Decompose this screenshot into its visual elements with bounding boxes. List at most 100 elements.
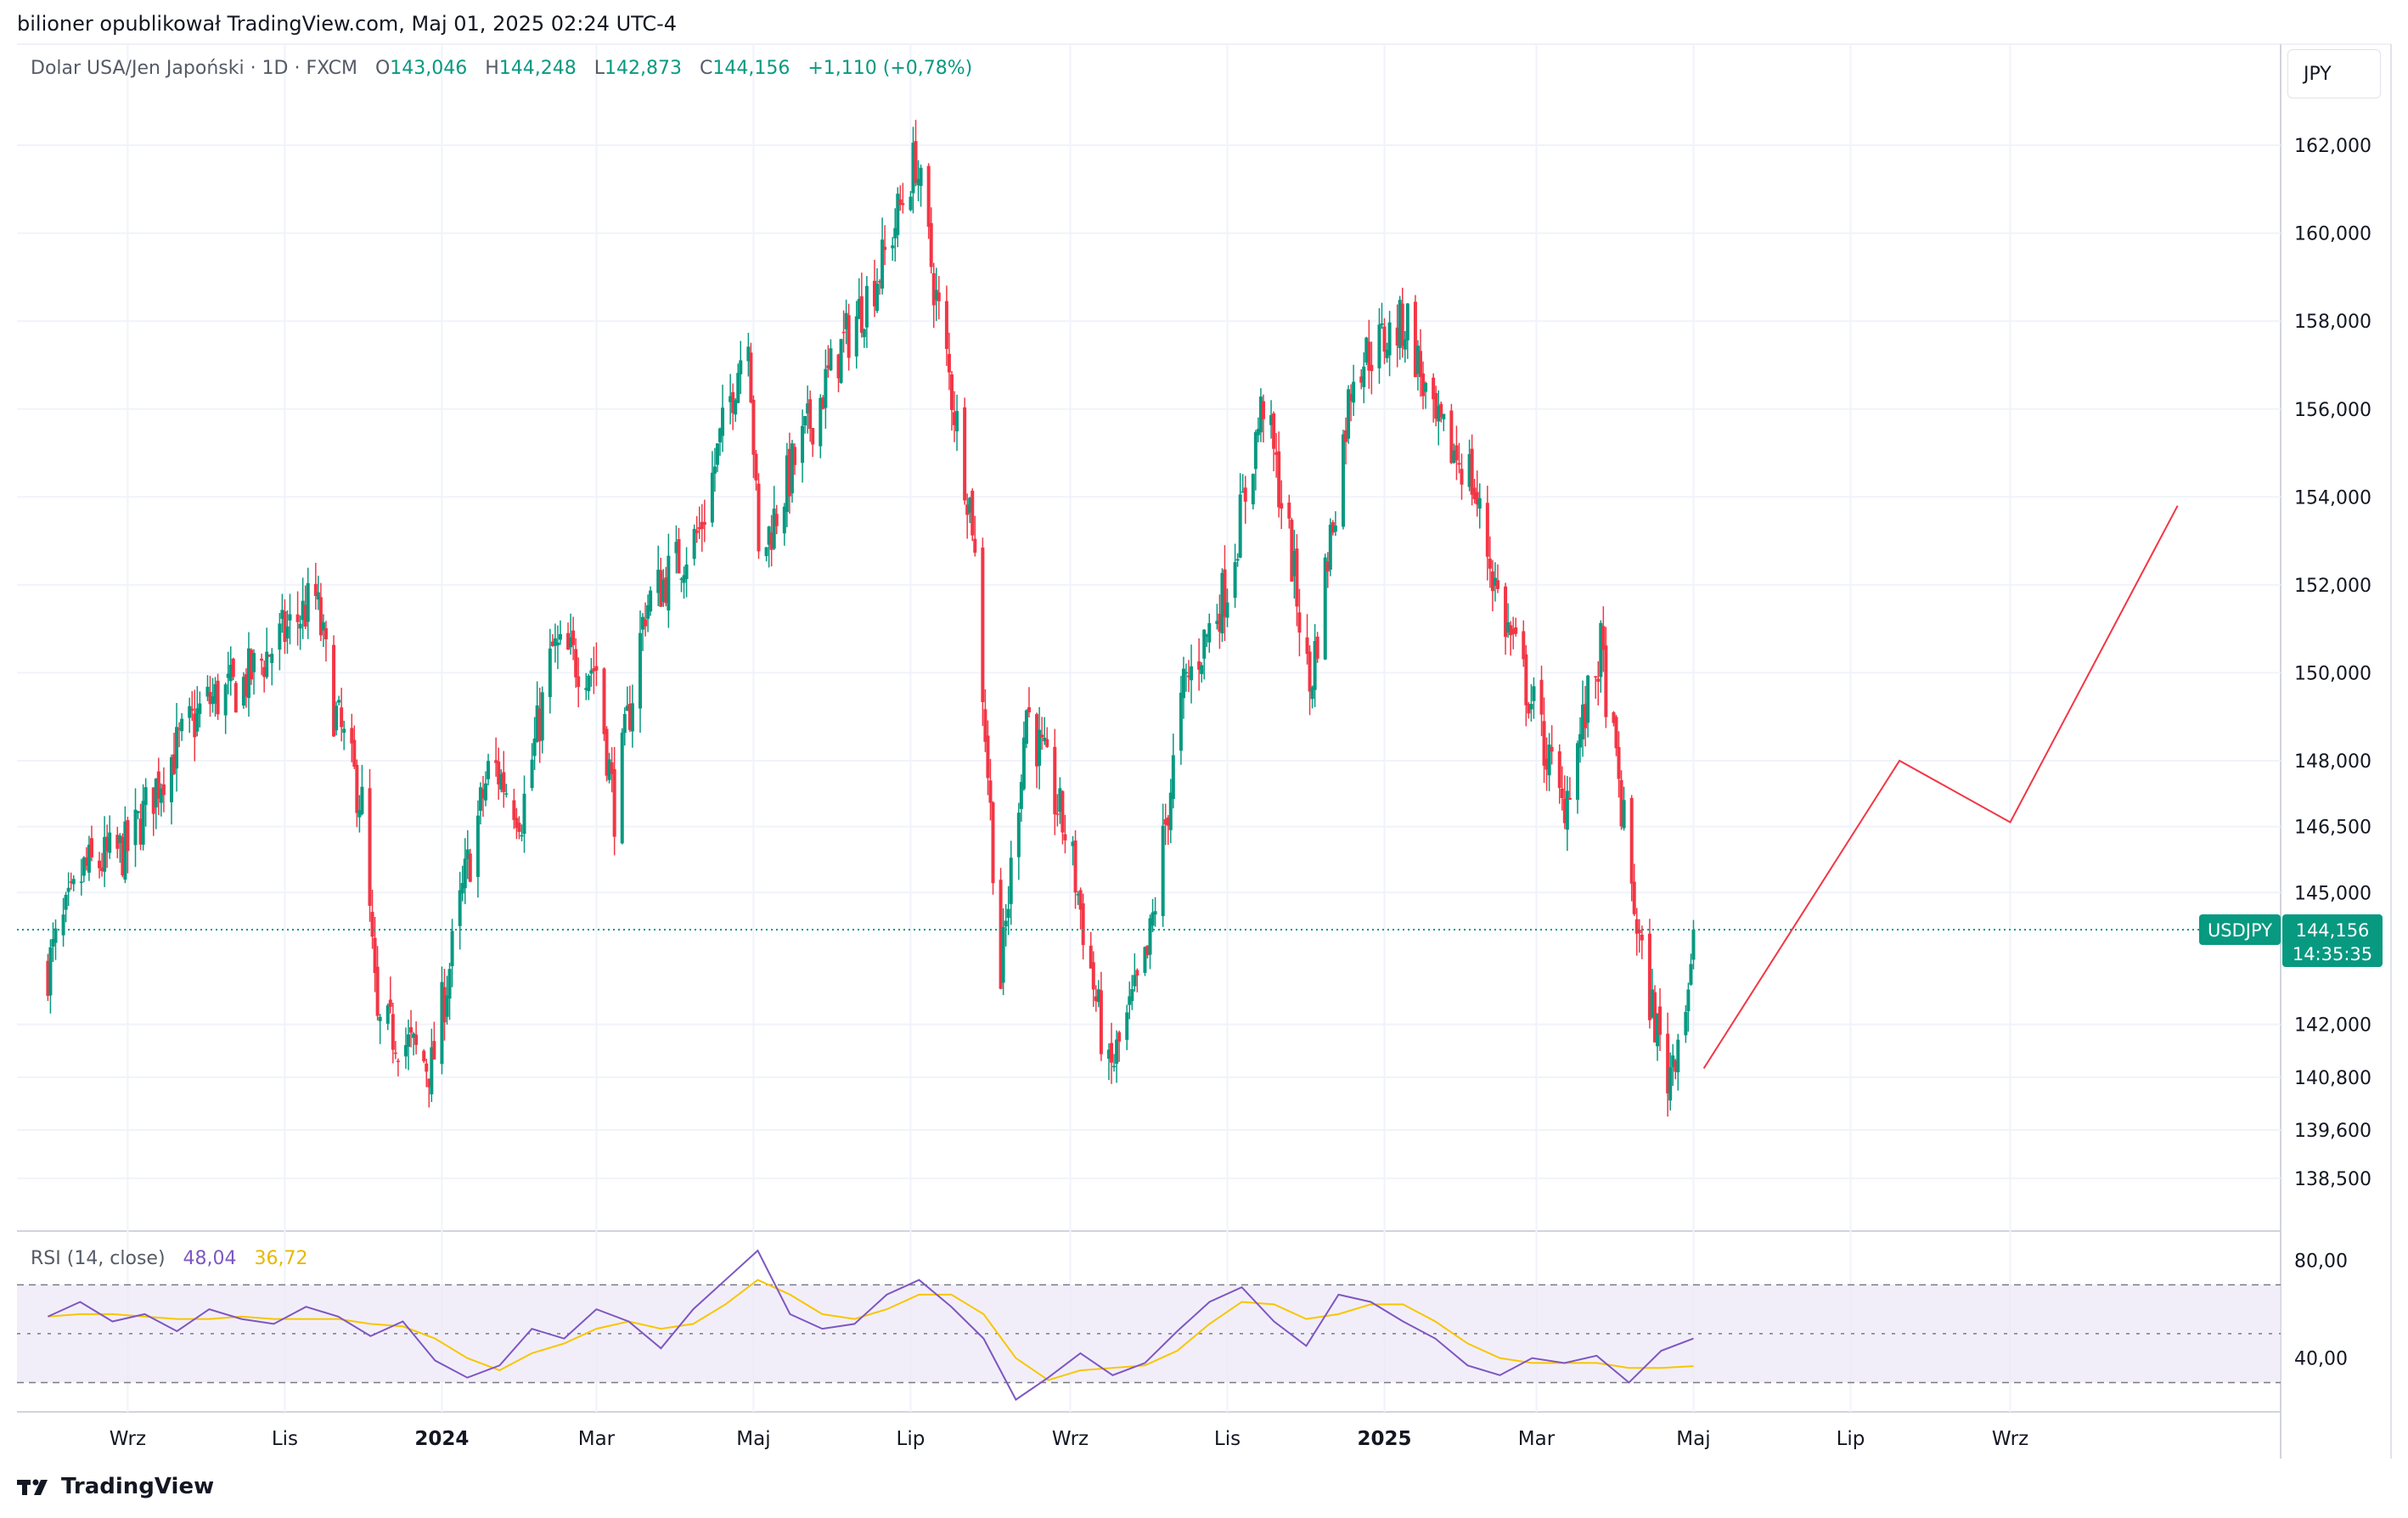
candle-body [875,284,880,312]
candle-body [502,772,506,793]
candle-body [1078,890,1083,910]
candle-body [53,928,58,943]
candle-body [370,912,374,937]
candle-body [241,677,245,706]
candle-body [1112,1065,1117,1068]
candle-body [620,732,624,844]
candle-body [880,239,885,289]
candle-body [986,735,990,779]
candle-body [859,296,864,333]
candle-body [1058,788,1062,812]
candle-body [1637,930,1641,934]
candle-body [1153,911,1157,915]
price-tick-label: 150,000 [2294,663,2371,684]
candle-body [532,738,537,756]
candle-body [463,858,467,889]
candle-body [1063,834,1067,841]
candle-body [205,686,210,697]
candle-body [1477,498,1482,509]
candle-body [233,683,238,713]
candle-body [440,981,444,1065]
candle-body [1331,522,1335,533]
candle-body [385,1005,390,1024]
candle-body [700,521,704,530]
candle-body [953,412,957,425]
candle-body [244,674,248,697]
candle-body [602,668,606,734]
candle-body [1385,349,1389,358]
candle-body [916,178,920,186]
candle-body [811,428,815,445]
candle-body [1400,303,1404,346]
candle-body [610,762,614,774]
candle-body [749,352,753,402]
candle-body [584,688,588,690]
candle-body [896,194,900,235]
candle-body [1449,410,1454,464]
candle-body [48,947,53,996]
candle-body [1656,1013,1660,1047]
candle-body [1184,672,1188,674]
candle-body [1418,351,1422,378]
candle-body [1432,377,1436,400]
candle-body [1349,393,1353,402]
candle-body [324,627,328,639]
symbol-description[interactable]: Dolar USA/Jen Japoński · 1D · FXCM [31,58,357,79]
candle-body [1380,323,1384,325]
candle-body [1377,324,1381,368]
candle-body [175,727,179,769]
axes: 162,000 160,000 158,000 156,000 154,000 152,0… [110,136,2371,1450]
candle-body [79,881,83,883]
candle-body [188,706,192,718]
candle-body [262,666,267,677]
candle-body [677,539,681,574]
time-tick-label: Maj [1676,1428,1710,1450]
candle-body [1599,622,1603,677]
candle-body [1367,341,1371,371]
candle-body [1130,989,1134,1002]
candle-body [1671,1055,1675,1067]
candle-body [715,443,719,465]
candle-body [1166,817,1170,826]
candle-body [702,521,706,526]
candle-body [767,526,771,545]
candle-body [1421,373,1426,396]
footer-brand[interactable]: TradingView [17,1474,214,1499]
candle-body [1258,396,1263,433]
candle-body [103,836,107,872]
candle-body [1115,1039,1119,1064]
currency-button[interactable]: JPY [2287,49,2381,98]
candle-body [447,969,452,999]
candle-body [821,397,825,409]
candle-body [231,658,235,677]
candle-body [388,999,392,1007]
price-tick-label: 154,000 [2294,487,2371,509]
candle-body [1290,520,1294,582]
candle-body [1405,303,1409,340]
candle-body [1202,629,1207,659]
change-value: +1,110 (+0,78%) [807,58,973,79]
candle-body [180,718,184,732]
candle-body [61,914,65,936]
candle-body [1550,746,1554,752]
candle-body [1467,453,1471,487]
rsi-legend[interactable]: RSI (14, close) 48,04 36,72 [31,1248,307,1269]
candle-body [1485,503,1489,557]
candle-body [1341,434,1345,527]
candle-body [872,280,876,306]
candle-body [1514,627,1518,634]
publisher-line: bilioner opublikował TradingView.com, Ma… [17,12,678,36]
candle-body [1235,559,1240,561]
candle-body [1344,430,1348,442]
candle-body [1439,403,1443,418]
candle-body [1557,751,1561,789]
candle-body [785,455,789,513]
candle-body [1364,337,1369,363]
candle-body [216,680,220,715]
candle-body [944,301,948,350]
candle-body [1686,989,1691,1012]
rsi-label[interactable]: RSI (14, close) [31,1248,166,1269]
ohlc-legend[interactable]: Dolar USA/Jen Japoński · 1D · FXCM O143,… [31,58,972,79]
time-tick-label: Wrz [110,1428,146,1450]
